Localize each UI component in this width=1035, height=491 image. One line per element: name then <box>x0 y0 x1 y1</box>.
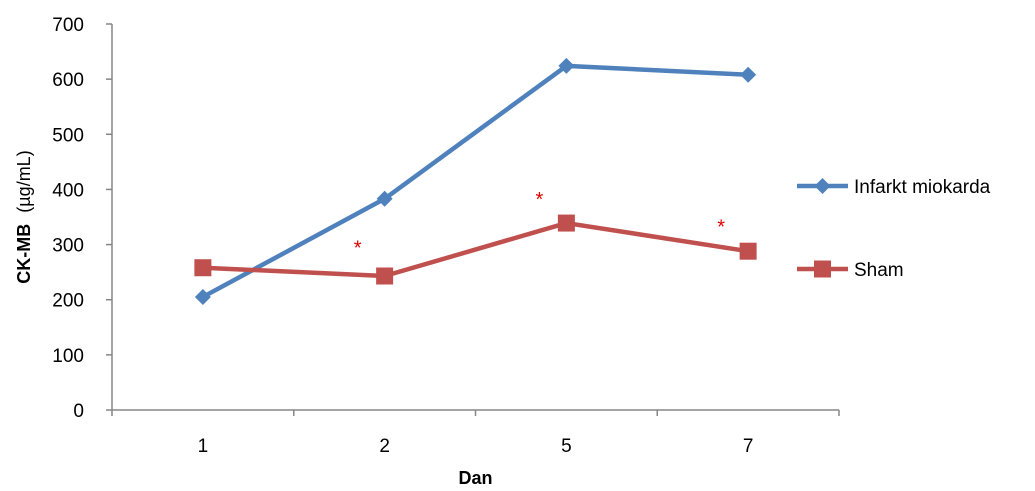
data-point <box>740 67 756 83</box>
y-tick-label: 0 <box>73 401 84 422</box>
series-2 <box>194 215 756 285</box>
significance-asterisk: * <box>354 238 362 260</box>
data-point <box>740 243 757 260</box>
legend-label: Infarkt miokarda <box>854 177 991 198</box>
y-ticks: 0 100 200 300 400 500 600 700 <box>52 15 112 422</box>
y-axis-title: CK-MB (µg/mL) <box>14 150 34 283</box>
significance-asterisk: * <box>535 189 543 211</box>
data-point <box>195 289 211 305</box>
legend: Infarkt miokarda Sham <box>797 177 991 281</box>
legend-marker <box>814 261 831 278</box>
series-line <box>203 223 748 276</box>
significance-asterisk: * <box>717 217 725 239</box>
y-tick-label: 200 <box>52 291 84 312</box>
legend-item: Infarkt miokarda <box>797 177 991 198</box>
y-tick-label: 100 <box>52 346 84 367</box>
x-tick-label: 2 <box>379 436 390 457</box>
series-line <box>203 66 748 297</box>
x-tick-label: 1 <box>198 436 209 457</box>
y-tick-label: 600 <box>52 70 84 91</box>
legend-marker <box>815 178 831 194</box>
data-point <box>558 215 575 232</box>
series-layer <box>194 58 756 305</box>
y-tick-label: 400 <box>52 180 84 201</box>
x-axis-title: Dan <box>458 468 492 488</box>
y-tick-label: 700 <box>52 15 84 36</box>
x-tick-label: 7 <box>743 436 754 457</box>
x-tick-label: 5 <box>561 436 572 457</box>
data-point <box>376 268 393 285</box>
annotation-layer: * * * <box>354 189 726 260</box>
legend-label: Sham <box>854 260 904 281</box>
y-axis-title-unit: (µg/mL) <box>14 150 34 212</box>
x-ticks: 1 2 5 7 <box>112 410 839 457</box>
y-tick-label: 300 <box>52 236 84 257</box>
data-point <box>194 259 211 276</box>
y-axis-title-main: CK-MB <box>14 224 34 284</box>
series-1 <box>195 58 756 305</box>
y-tick-label: 500 <box>52 125 84 146</box>
legend-item: Sham <box>797 260 904 281</box>
